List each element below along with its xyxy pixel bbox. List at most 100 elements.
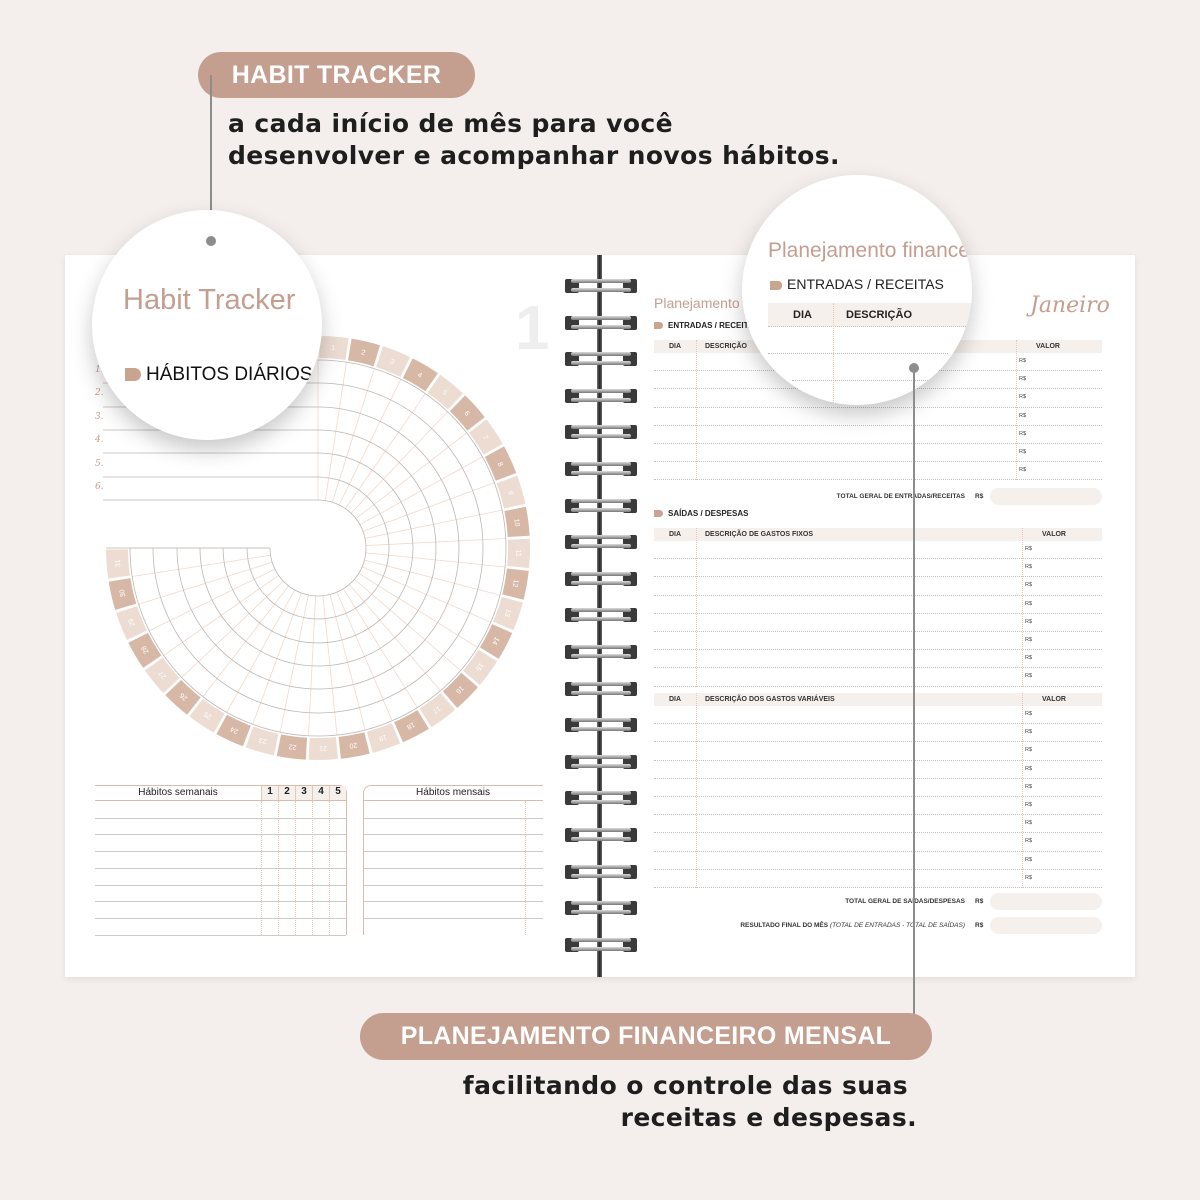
month-result-field[interactable] bbox=[990, 917, 1102, 934]
spiral-ring bbox=[565, 314, 637, 332]
day-cell bbox=[442, 672, 478, 708]
table-row[interactable]: R$ bbox=[654, 444, 1102, 463]
spiral-ring bbox=[565, 460, 637, 478]
monthly-habit-row[interactable] bbox=[363, 817, 543, 819]
monthly-habit-row[interactable] bbox=[363, 884, 543, 886]
currency: R$ bbox=[1025, 783, 1033, 790]
currency: R$ bbox=[1025, 711, 1033, 717]
table-row[interactable]: R$ bbox=[654, 559, 1102, 578]
habit-number: 6. bbox=[95, 482, 104, 492]
expenses-total-label: TOTAL GERAL DE SAÍDAS/DESPESAS bbox=[845, 898, 965, 905]
table-row[interactable]: R$ bbox=[654, 577, 1102, 596]
table-row[interactable]: R$ bbox=[654, 668, 1102, 687]
currency: R$ bbox=[1025, 856, 1033, 863]
table-row[interactable]: R$ bbox=[654, 724, 1102, 743]
monthly-habit-row[interactable] bbox=[363, 901, 543, 903]
habit-number: 1. bbox=[95, 365, 104, 375]
col-value: VALOR bbox=[1036, 343, 1060, 350]
currency: R$ bbox=[1025, 546, 1033, 552]
weekly-habit-row[interactable] bbox=[95, 901, 346, 903]
currency: R$ bbox=[975, 922, 984, 929]
day-label: 1 bbox=[331, 345, 336, 352]
day-cell bbox=[366, 723, 401, 753]
table-row[interactable]: R$ bbox=[654, 815, 1102, 834]
day-label: 14 bbox=[490, 636, 500, 646]
spiral-ring bbox=[565, 606, 637, 624]
table-row[interactable]: R$ bbox=[654, 389, 1102, 408]
weekly-habit-row[interactable] bbox=[95, 834, 346, 836]
lens-col-desc: DESCRIÇÃO bbox=[846, 309, 913, 321]
col-day: DIA bbox=[669, 531, 682, 538]
spiral-ring bbox=[565, 423, 637, 441]
monthly-habit-row[interactable] bbox=[363, 917, 543, 919]
day-label: 3 bbox=[389, 358, 395, 366]
day-label: 6 bbox=[462, 410, 470, 418]
table-row[interactable]: R$ bbox=[654, 614, 1102, 632]
weekly-habit-row[interactable] bbox=[95, 884, 346, 886]
monthly-habit-row[interactable] bbox=[363, 867, 543, 869]
table-row[interactable]: R$ bbox=[654, 706, 1102, 725]
day-cell bbox=[338, 732, 370, 759]
column-divider bbox=[1016, 340, 1017, 481]
weekly-habit-row[interactable] bbox=[95, 934, 346, 936]
day-label: 2 bbox=[361, 349, 366, 357]
finance-magnifier: Planejamento finance ENTRADAS / RECEITAS… bbox=[742, 175, 972, 405]
table-row[interactable]: R$ bbox=[654, 852, 1102, 870]
weekly-habit-row[interactable] bbox=[95, 851, 346, 853]
day-cell bbox=[463, 649, 498, 685]
weekly-habit-row[interactable] bbox=[95, 867, 346, 869]
currency: R$ bbox=[1025, 802, 1033, 808]
day-label: 15 bbox=[474, 661, 484, 672]
table-row[interactable]: R$ bbox=[654, 833, 1102, 852]
column-divider bbox=[696, 528, 697, 687]
tag-icon bbox=[654, 322, 663, 330]
table-row[interactable]: R$ bbox=[654, 541, 1102, 560]
table-row[interactable]: R$ bbox=[654, 779, 1102, 797]
finance-lens-title: Planejamento finance bbox=[768, 239, 970, 262]
page-number: 1 bbox=[515, 294, 550, 363]
table-row[interactable]: R$ bbox=[654, 761, 1102, 779]
table-row[interactable]: R$ bbox=[654, 462, 1102, 481]
income-total-field[interactable] bbox=[990, 488, 1102, 505]
table-row[interactable]: R$ bbox=[654, 596, 1102, 614]
day-label: 22 bbox=[288, 742, 297, 750]
table-row[interactable]: R$ bbox=[654, 742, 1102, 761]
monthly-habit-row[interactable] bbox=[363, 834, 543, 836]
day-cell bbox=[189, 699, 225, 733]
column-divider bbox=[696, 340, 697, 481]
day-label: 8 bbox=[496, 461, 504, 468]
day-cell bbox=[245, 726, 279, 756]
habit-tracker-pill: HABIT TRACKER bbox=[198, 52, 475, 98]
habit-number: 3. bbox=[95, 411, 104, 422]
description-line: desenvolver e acompanhar novos hábitos. bbox=[228, 141, 840, 170]
day-cell bbox=[108, 578, 137, 611]
table-row[interactable]: R$ bbox=[654, 650, 1102, 669]
tag-icon bbox=[654, 510, 663, 518]
table-row[interactable]: R$ bbox=[654, 870, 1102, 888]
monthly-habits-title: Hábitos mensais bbox=[416, 787, 490, 798]
habit-ring bbox=[246, 476, 390, 620]
day-label: 30 bbox=[119, 589, 128, 598]
table-row[interactable]: R$ bbox=[654, 426, 1102, 444]
currency: R$ bbox=[1025, 820, 1033, 827]
tag-icon bbox=[770, 280, 782, 290]
monthly-habit-row[interactable] bbox=[363, 851, 543, 853]
table-row[interactable]: R$ bbox=[654, 632, 1102, 651]
day-cell bbox=[427, 374, 463, 410]
expenses-total-field[interactable] bbox=[990, 893, 1102, 910]
week-header: 5 bbox=[329, 786, 346, 800]
table-row[interactable]: R$ bbox=[654, 408, 1102, 426]
currency: R$ bbox=[1025, 637, 1033, 643]
currency: R$ bbox=[1025, 582, 1033, 589]
currency: R$ bbox=[1025, 673, 1033, 680]
day-label: 23 bbox=[258, 736, 268, 745]
table-row[interactable]: R$ bbox=[654, 797, 1102, 816]
notebook-spread: 1 1 2 3 4 5 6 7 8 9 10 11 12 13 14 15 16 17 18 19 20 21 22 23 2… bbox=[65, 255, 1135, 977]
weekly-habit-row[interactable] bbox=[95, 917, 346, 919]
day-label: 17 bbox=[431, 704, 442, 714]
weekly-habit-row[interactable] bbox=[95, 817, 346, 819]
currency: R$ bbox=[1025, 564, 1033, 571]
currency: R$ bbox=[1019, 449, 1027, 455]
day-cell bbox=[507, 538, 530, 568]
